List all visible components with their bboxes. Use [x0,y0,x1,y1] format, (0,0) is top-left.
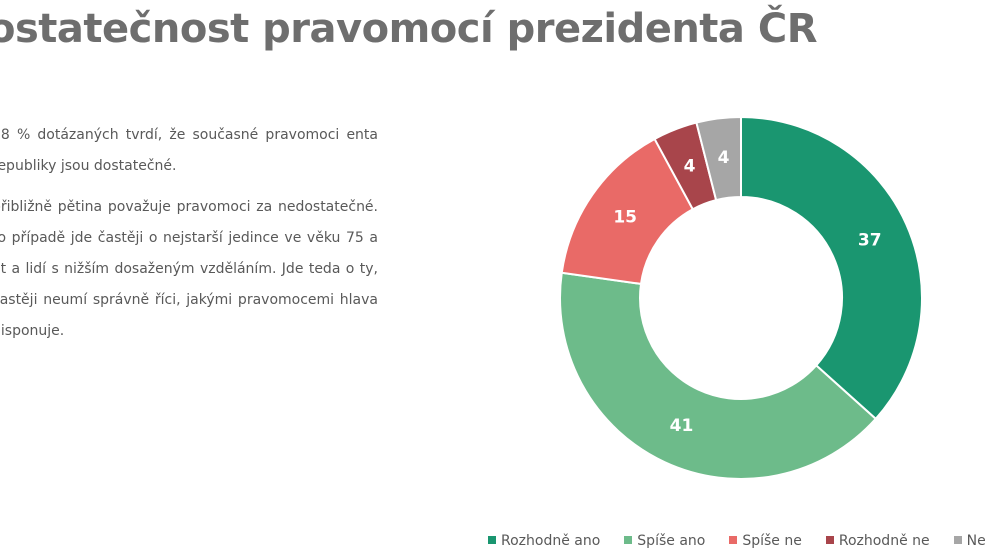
slice-value-label-0: 37 [858,231,882,251]
slice-value-label-1: 41 [670,416,694,436]
chart-legend: Rozhodně ano Spíše ano Spíše ne Rozhodně ne… [488,533,991,549]
donut-slice-4 [695,115,742,202]
legend-item-2: Spíše ne [729,533,802,549]
legend-label-4: Ne [966,533,986,549]
paragraph-2: přibližně pětina považuje pravomoci za n… [0,199,378,339]
legend-swatch-4 [953,536,962,544]
donut-slice-0 [740,115,923,421]
slice-value-label-2: 15 [613,208,637,228]
legend-label-1: Spíše ano [637,533,706,549]
legend-swatch-2 [729,536,738,544]
legend-swatch-0 [488,536,496,544]
legend-item-4: Ne [953,533,986,549]
slide-title: ostatečnost pravomocí prezidenta ČR [0,6,818,52]
slice-value-label-4: 4 [718,148,730,168]
legend-label-3: Rozhodně ne [838,533,930,549]
legend-label-2: Spíše ne [742,533,802,549]
donut-slice-1 [559,271,878,480]
legend-item-0: Rozhodně ano [488,533,600,549]
legend-label-0: Rozhodně ano [501,533,601,549]
legend-swatch-3 [825,536,834,544]
legend-item-3: Rozhodně ne [825,533,930,549]
legend-swatch-1 [624,536,633,544]
paragraph-1: 78 % dotázaných tvrdí, že současné pravo… [0,127,378,174]
legend-item-1: Spíše ano [624,533,705,549]
slice-value-label-3: 4 [684,157,696,177]
body-text: 78 % dotázaných tvrdí, že současné pravo… [0,120,378,357]
